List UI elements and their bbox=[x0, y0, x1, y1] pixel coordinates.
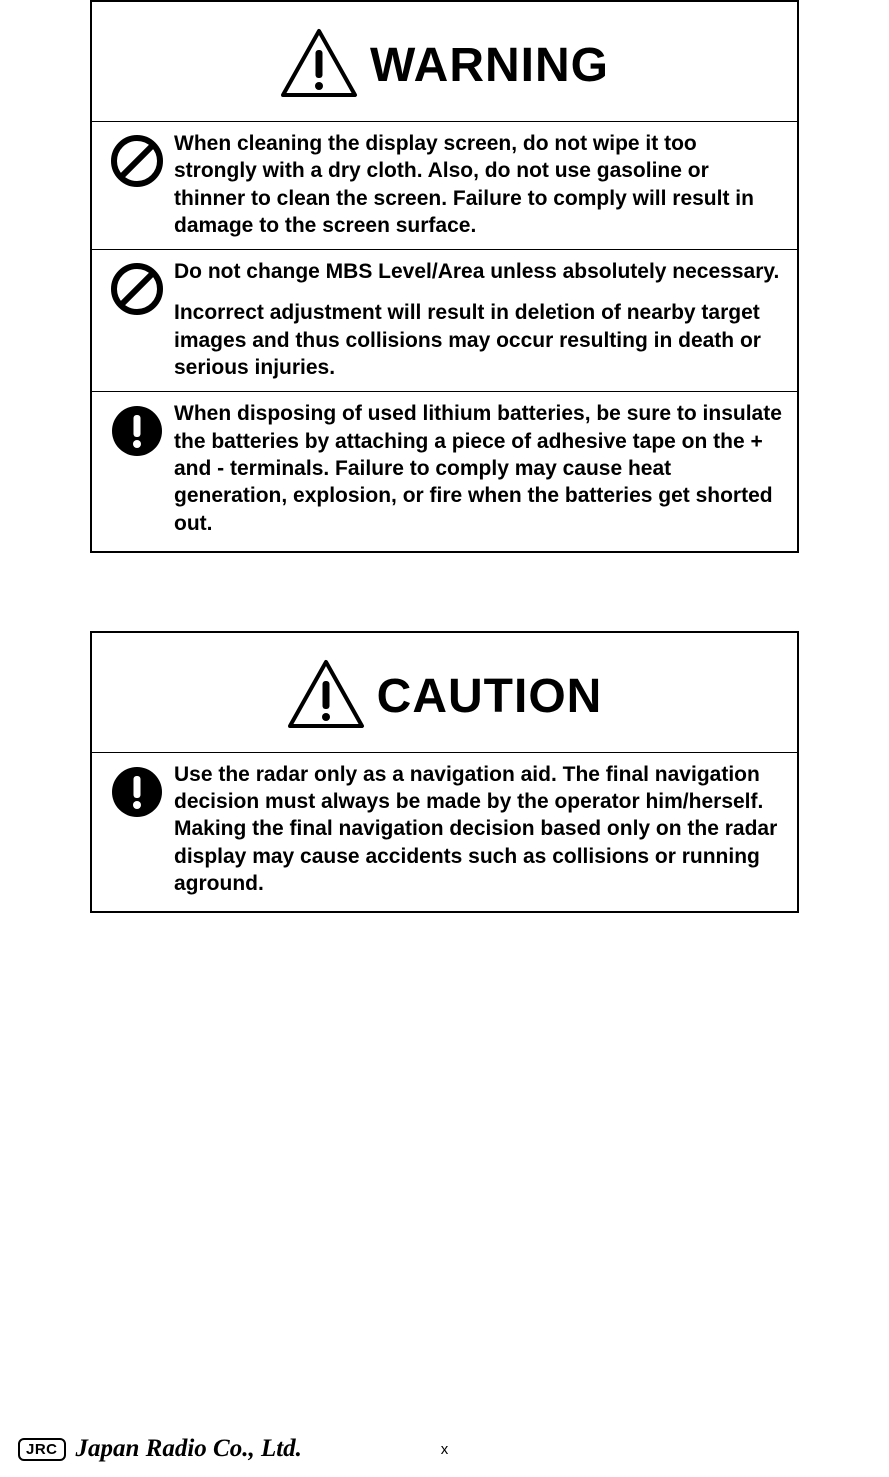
warning-row-text: Do not change MBS Level/Area unless abso… bbox=[170, 258, 785, 381]
caution-row: Use the radar only as a navigation aid. … bbox=[92, 752, 797, 911]
warning-header: WARNING bbox=[92, 2, 797, 121]
page-number: x bbox=[441, 1441, 449, 1458]
warning-row: When disposing of used lithium batteries… bbox=[92, 391, 797, 550]
warning-title: WARNING bbox=[370, 38, 609, 93]
jrc-badge: JRC bbox=[18, 1438, 66, 1461]
warning-box: WARNING When cleaning the display screen… bbox=[90, 0, 799, 553]
prohibit-icon bbox=[104, 130, 170, 188]
warning-row: Do not change MBS Level/Area unless abso… bbox=[92, 249, 797, 391]
caution-box: CAUTION Use the radar only as a navigati… bbox=[90, 631, 799, 913]
alert-triangle-icon bbox=[287, 659, 365, 734]
warning-row: When cleaning the display screen, do not… bbox=[92, 121, 797, 249]
alert-triangle-icon bbox=[280, 28, 358, 103]
warning-row-text: When disposing of used lithium batteries… bbox=[170, 400, 785, 536]
mandatory-icon bbox=[104, 400, 170, 458]
warning-row-text: When cleaning the display screen, do not… bbox=[170, 130, 785, 239]
company-name: Japan Radio Co., Ltd. bbox=[76, 1435, 302, 1463]
caution-title: CAUTION bbox=[377, 669, 603, 724]
caution-header: CAUTION bbox=[92, 633, 797, 752]
mandatory-icon bbox=[104, 761, 170, 819]
prohibit-icon bbox=[104, 258, 170, 316]
page-footer: JRC Japan Radio Co., Ltd. x bbox=[0, 1435, 889, 1463]
caution-row-text: Use the radar only as a navigation aid. … bbox=[170, 761, 785, 897]
